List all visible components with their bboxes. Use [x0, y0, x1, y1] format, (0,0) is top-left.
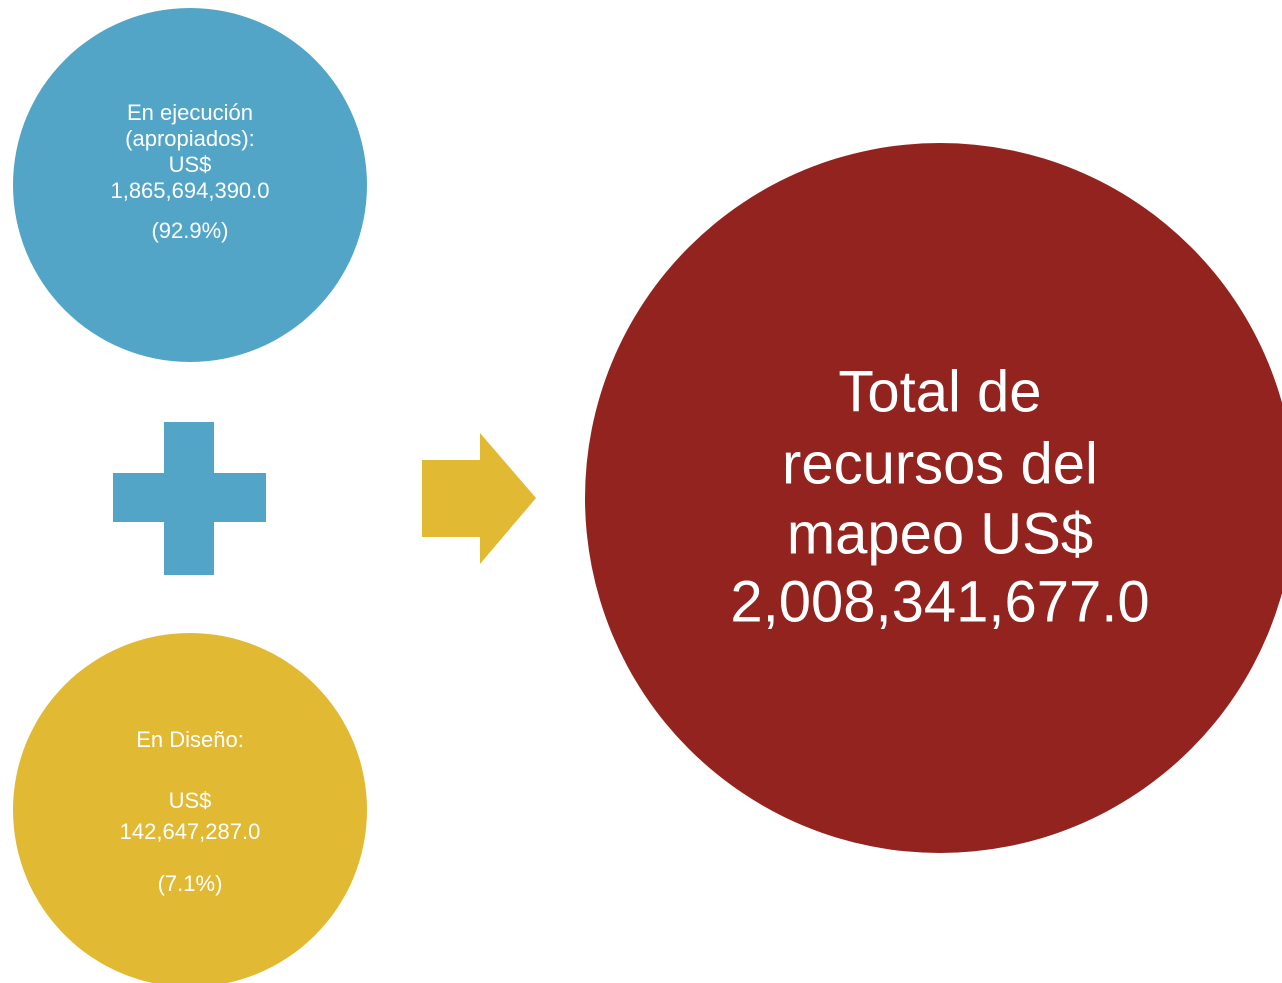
blue-circle	[13, 8, 367, 362]
node-text: 2,008,341,677.0	[730, 569, 1149, 634]
yellow-circle	[13, 633, 367, 983]
node-text: US$	[169, 152, 212, 177]
node-text: 1,865,694,390.0	[110, 178, 269, 203]
node-text: (92.9%)	[151, 218, 228, 243]
node-text: mapeo US$	[787, 501, 1093, 566]
node-text: En Diseño:	[136, 727, 244, 752]
node-text: (apropiados):	[125, 126, 255, 151]
node-text: US$	[169, 788, 212, 813]
node-text: En ejecución	[127, 100, 253, 125]
arrow	[422, 433, 536, 564]
node-text: recursos del	[782, 431, 1098, 496]
node-text: Total de	[838, 359, 1041, 424]
node-text: 142,647,287.0	[120, 819, 261, 844]
red-circle	[585, 143, 1282, 853]
plus-sign	[113, 422, 266, 575]
node-text: (7.1%)	[158, 871, 223, 896]
